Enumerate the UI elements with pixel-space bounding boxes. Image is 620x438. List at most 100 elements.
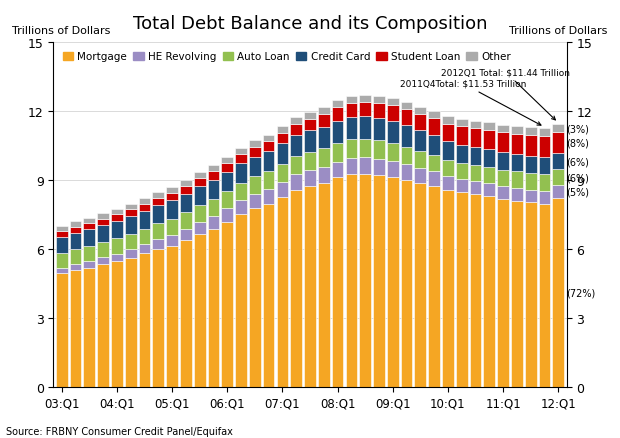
Bar — [484, 150, 495, 168]
Bar — [208, 230, 219, 387]
Bar — [111, 215, 123, 222]
Bar — [263, 152, 275, 172]
Bar — [221, 192, 233, 209]
Bar — [525, 203, 536, 387]
Bar — [511, 201, 523, 387]
Bar — [125, 258, 136, 387]
Bar — [304, 171, 316, 186]
Bar — [332, 178, 343, 387]
Bar — [484, 123, 495, 131]
Bar — [194, 223, 205, 235]
Bar — [139, 198, 150, 204]
Bar — [497, 200, 509, 387]
Bar — [194, 235, 205, 387]
Bar — [166, 246, 178, 387]
Text: (3%): (3%) — [566, 124, 589, 134]
Bar — [360, 103, 371, 117]
Bar — [153, 240, 164, 250]
Bar — [345, 159, 357, 175]
Text: (6%): (6%) — [566, 157, 589, 167]
Bar — [235, 215, 247, 387]
Bar — [428, 156, 440, 172]
Bar — [345, 97, 357, 104]
Bar — [525, 191, 536, 203]
Bar — [373, 96, 385, 104]
Bar — [415, 184, 426, 387]
Bar — [442, 191, 454, 387]
Bar — [470, 121, 481, 129]
Bar — [166, 219, 178, 236]
Legend: Mortgage, HE Revolving, Auto Loan, Credit Card, Student Loan, Other: Mortgage, HE Revolving, Auto Loan, Credi… — [59, 48, 515, 66]
Bar — [208, 166, 219, 172]
Bar — [345, 104, 357, 118]
Bar — [484, 197, 495, 387]
Bar — [415, 152, 426, 169]
Bar — [539, 137, 551, 158]
Bar — [221, 157, 233, 163]
Bar — [318, 149, 330, 168]
Bar — [442, 161, 454, 177]
Bar — [249, 148, 260, 157]
Bar — [153, 250, 164, 387]
Bar — [166, 201, 178, 219]
Bar — [552, 170, 564, 186]
Bar — [552, 186, 564, 199]
Bar — [180, 229, 192, 241]
Bar — [470, 195, 481, 387]
Bar — [208, 172, 219, 180]
Bar — [111, 261, 123, 387]
Bar — [415, 169, 426, 184]
Bar — [387, 121, 399, 144]
Bar — [387, 162, 399, 178]
Bar — [277, 198, 288, 387]
Bar — [84, 262, 95, 268]
Bar — [194, 179, 205, 187]
Bar — [497, 187, 509, 200]
Bar — [290, 157, 302, 175]
Bar — [111, 239, 123, 254]
Bar — [139, 254, 150, 387]
Bar — [539, 158, 551, 175]
Bar — [69, 271, 81, 387]
Bar — [345, 140, 357, 159]
Bar — [235, 154, 247, 163]
Text: Trillions of Dollars: Trillions of Dollars — [509, 26, 608, 36]
Bar — [194, 187, 205, 206]
Text: (8%): (8%) — [566, 138, 589, 148]
Bar — [456, 127, 467, 145]
Bar — [153, 224, 164, 240]
Bar — [332, 108, 343, 121]
Bar — [208, 216, 219, 230]
Bar — [153, 199, 164, 206]
Bar — [360, 117, 371, 139]
Bar — [387, 106, 399, 121]
Bar — [552, 154, 564, 170]
Bar — [442, 142, 454, 161]
Bar — [539, 192, 551, 204]
Bar — [139, 245, 150, 254]
Bar — [525, 128, 536, 136]
Bar — [97, 265, 109, 387]
Bar — [249, 141, 260, 148]
Bar — [221, 173, 233, 192]
Bar — [525, 174, 536, 191]
Bar — [221, 209, 233, 223]
Bar — [111, 254, 123, 261]
Bar — [428, 172, 440, 187]
Bar — [56, 226, 68, 232]
Bar — [235, 148, 247, 154]
Bar — [180, 187, 192, 194]
Bar — [360, 174, 371, 387]
Bar — [125, 217, 136, 234]
Bar — [139, 204, 150, 211]
Bar — [497, 133, 509, 153]
Bar — [332, 143, 343, 162]
Bar — [56, 274, 68, 387]
Bar — [69, 265, 81, 271]
Bar — [69, 233, 81, 250]
Bar — [387, 144, 399, 162]
Bar — [470, 181, 481, 195]
Bar — [69, 227, 81, 233]
Bar — [194, 206, 205, 223]
Bar — [360, 95, 371, 103]
